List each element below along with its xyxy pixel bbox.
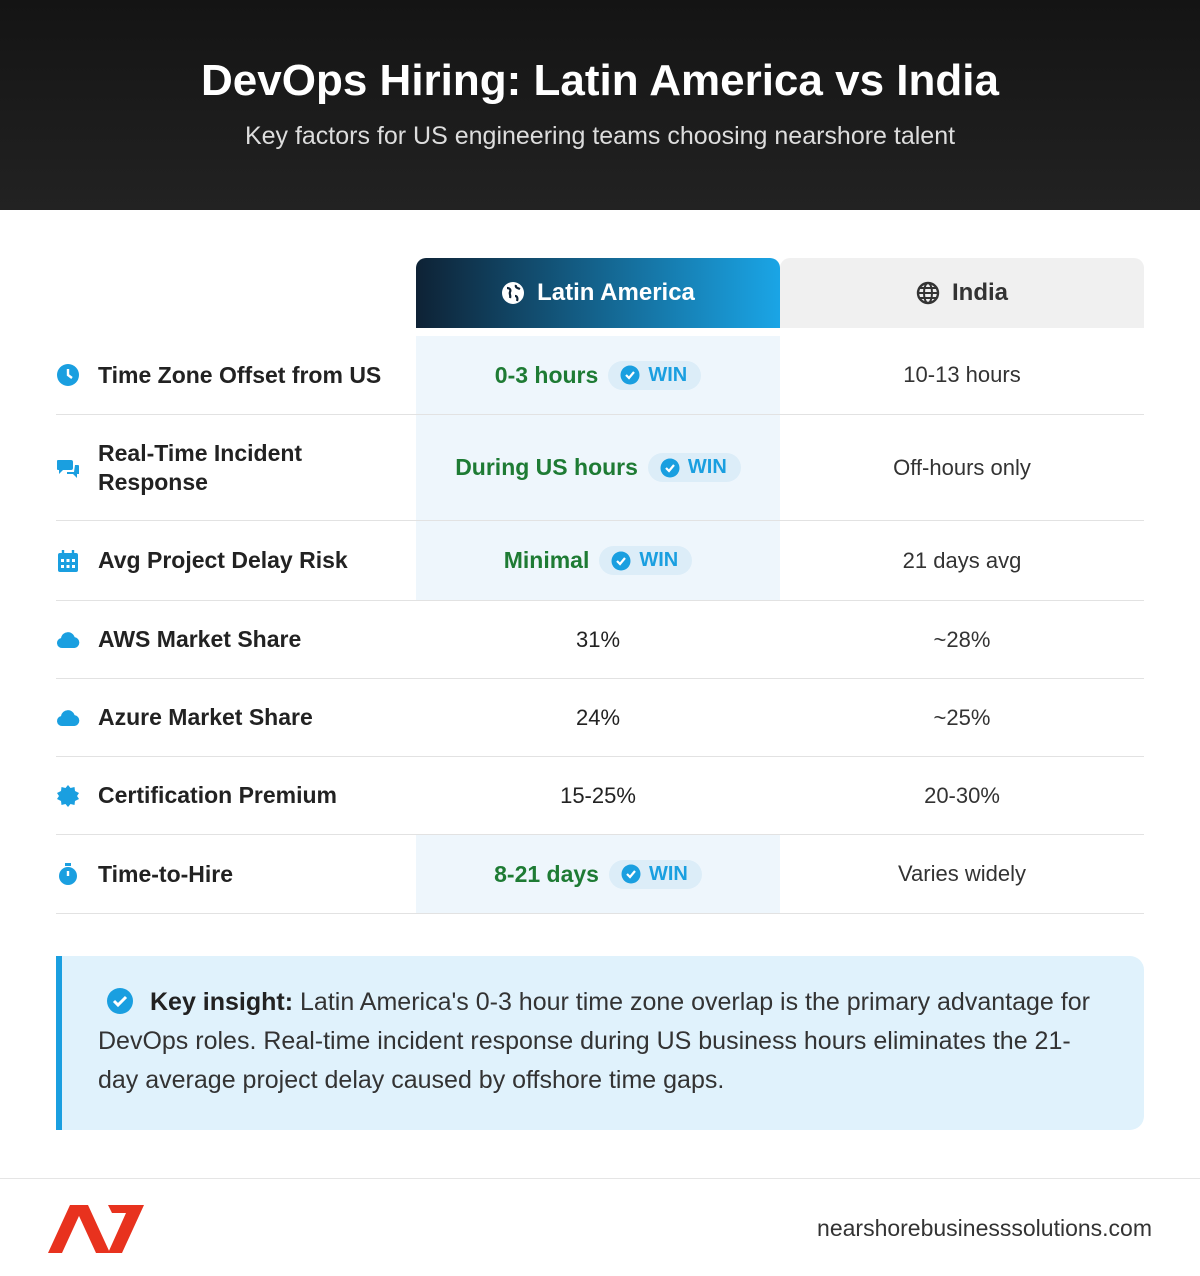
row-icon (57, 364, 79, 386)
row-icon (57, 784, 79, 807)
row-label-cell: Avg Project Delay Risk (56, 521, 396, 600)
latam-value: 8-21 days (494, 860, 599, 887)
globe-icon (502, 282, 525, 304)
insight-text: Latin America's 0-3 hour time zone overl… (98, 988, 1090, 1094)
insight-box: Key insight: Latin America's 0-3 hour ti… (56, 956, 1144, 1130)
latam-cell: 24% (416, 679, 780, 756)
check-icon (620, 365, 640, 385)
check-icon (621, 864, 641, 884)
latam-cell: 31% (416, 601, 780, 678)
latam-cell: 15-25% (416, 757, 780, 834)
row-label-cell: Real-Time Incident Response (56, 415, 396, 520)
footer: nearshorebusinesssolutions.com (0, 1178, 1200, 1276)
row-label-cell: Azure Market Share (56, 679, 396, 756)
win-badge: WIN (599, 546, 693, 575)
win-label: WIN (687, 456, 727, 478)
win-badge: WIN (608, 859, 702, 889)
table-row: Time-to-Hire 8-21 days WIN Varies widely (56, 835, 1144, 914)
row-icon (59, 863, 77, 885)
table-row: Certification Premium 15-25% 20-30% (56, 757, 1144, 835)
win-badge: WIN (647, 453, 741, 482)
row-icon (56, 631, 80, 648)
win-label: WIN (639, 549, 679, 571)
table-row: Real-Time Incident Response During US hou… (56, 415, 1144, 521)
column-label: India (951, 279, 1008, 306)
row-icon (58, 549, 78, 572)
row-label-cell: AWS Market Share (56, 601, 396, 678)
check-icon (107, 988, 133, 1014)
row-icon (57, 459, 79, 478)
row-icon (56, 709, 80, 726)
table-row: Time Zone Offset from US 0-3 hours WIN 10-1… (56, 336, 1144, 415)
row-label: Time-to-Hire (98, 860, 234, 887)
win-label: WIN (648, 363, 688, 386)
row-label: Certification Premium (98, 782, 337, 808)
latam-cell: 8-21 days WIN (416, 835, 780, 913)
row-label: Time Zone Offset from US (98, 361, 382, 388)
india-cell: 20-30% (924, 782, 1000, 808)
india-cell: ~28% (933, 626, 991, 652)
table-row: Azure Market Share 24% ~25% (56, 679, 1144, 757)
row-label-cell: Certification Premium (56, 757, 396, 834)
table-row: Avg Project Delay Risk Minimal WIN 21 days … (56, 521, 1144, 601)
latam-cell: During US hours WIN (416, 415, 780, 520)
table-row: AWS Market Share 31% ~28% (56, 601, 1144, 679)
latam-cell: 0-3 hours WIN (416, 336, 780, 414)
win-label: WIN (648, 862, 688, 885)
row-label-cell: Time-to-Hire (56, 835, 396, 913)
latam-cell: Minimal WIN (416, 521, 780, 600)
title: DevOps Hiring: Latin America vs India (201, 56, 999, 105)
india-cell: ~25% (933, 704, 991, 730)
latam-value: 15-25% (560, 782, 636, 808)
row-label: AWS Market Share (98, 626, 302, 652)
footer-url: nearshorebusinesssolutions.com (817, 1215, 1152, 1241)
latam-value: Minimal (503, 547, 590, 573)
check-icon (660, 458, 680, 477)
latam-value: 31% (575, 626, 621, 652)
column-header: Latin America (416, 258, 780, 328)
row-label: Real-Time Incident Response (98, 439, 303, 495)
win-badge: WIN (608, 360, 702, 390)
row-label: Azure Market Share (98, 704, 313, 730)
check-icon (611, 551, 631, 570)
column-label: Latin America (537, 279, 695, 306)
insight-label: Key insight: (150, 988, 294, 1016)
latam-value: 0-3 hours (494, 361, 599, 388)
india-cell: 21 days avg (902, 547, 1022, 573)
subtitle: Key factors for US engineering teams cho… (244, 122, 956, 150)
latam-value: During US hours (455, 454, 638, 480)
latam-value: 24% (575, 704, 621, 730)
row-label: Avg Project Delay Risk (98, 547, 348, 573)
india-cell: 10-13 hours (903, 362, 1021, 387)
globe-icon (916, 281, 940, 305)
row-label-cell: Time Zone Offset from US (56, 336, 396, 414)
india-cell: Varies widely (898, 861, 1026, 886)
header: DevOps Hiring: Latin America vs India Ke… (0, 0, 1200, 210)
india-cell: Off-hours only (893, 454, 1031, 480)
logo (48, 1205, 144, 1253)
column-header: India (780, 258, 1144, 328)
